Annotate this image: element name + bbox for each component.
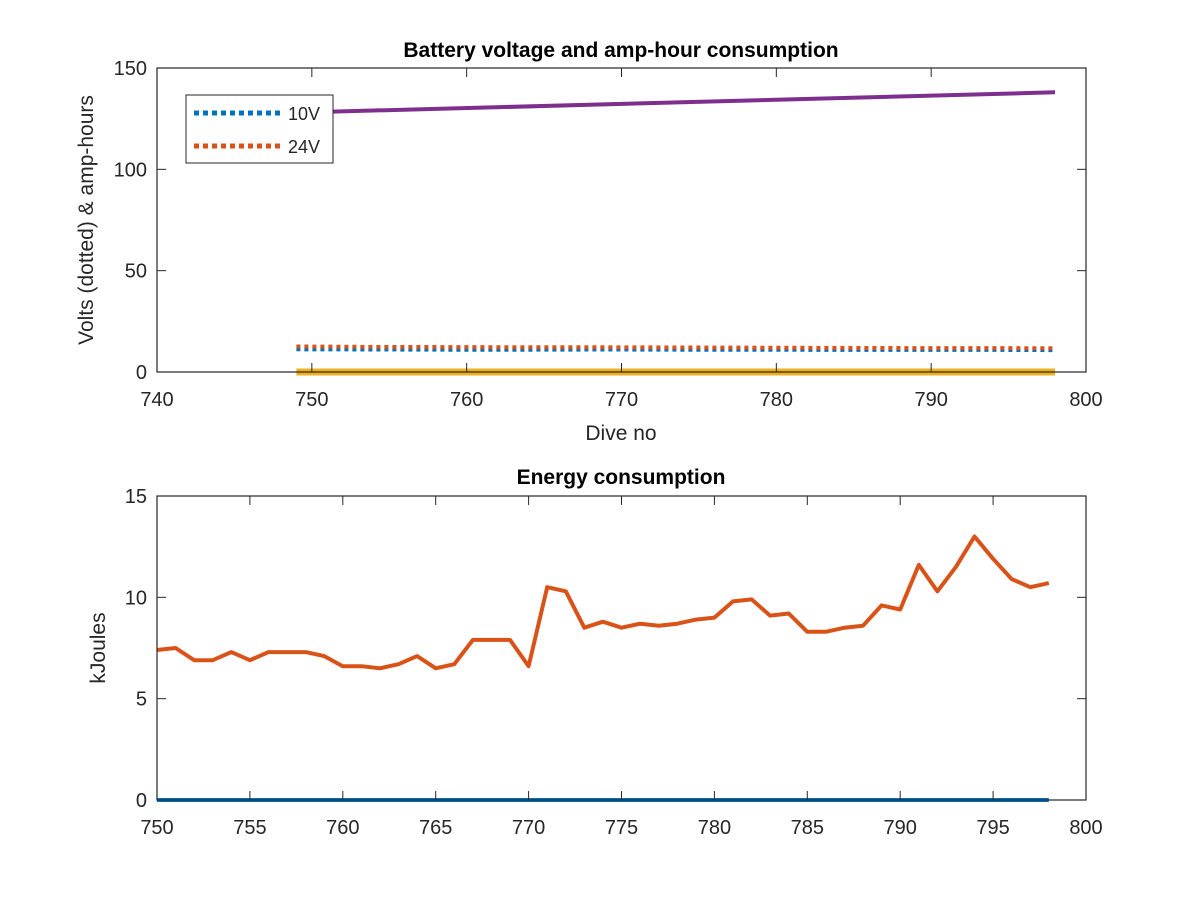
top-series-line-line-2 (296, 90, 1056, 115)
bottom-y-tick-label: 15 (125, 486, 147, 508)
bottom-plot: 750 755 760 765 770 775 780 785 790 795 800051015 … (87, 466, 1103, 839)
top-series-line-10v-0 (296, 347, 1056, 353)
top-series-line-24v-1 (296, 344, 1056, 351)
top-x-tick-label: 800 (1069, 389, 1102, 411)
bottom-ticks-group: 750 755 760 765 770 775 780 785 790 795 800 0 5 10 15 (125, 486, 1103, 839)
bottom-chart-title: Energy consumption (517, 466, 726, 489)
legend-label-10v: 10V (288, 104, 320, 124)
legend-label-24v: 24V (288, 137, 320, 157)
bottom-y-tick-label: 0 (136, 790, 147, 812)
top-x-tick-label: 790 (914, 389, 947, 411)
top-x-tick-label: 740 (140, 389, 173, 411)
top-y-tick-label: 0 (136, 362, 147, 384)
bottom-x-tick-label: 800 (1069, 817, 1102, 839)
bottom-x-tick-label: 785 (791, 817, 824, 839)
bottom-x-tick-label: 765 (419, 817, 452, 839)
top-legend: 10V 24V (185, 94, 334, 164)
top-plot: 740 750 760 770 780 790 800 0 50 100 150 Battery v… (75, 39, 1103, 445)
legend-box (185, 94, 334, 164)
bottom-x-tick-label: 755 (233, 817, 266, 839)
top-x-tick-label: 750 (295, 389, 328, 411)
bottom-x-tick-label: 770 (512, 817, 545, 839)
bottom-y-axis-label: kJoules (87, 612, 110, 683)
top-x-tick-label: 760 (450, 389, 483, 411)
top-x-tick-label: 780 (760, 389, 793, 411)
top-y-tick-label: 100 (114, 159, 147, 181)
bottom-series-line-line-1 (156, 534, 1050, 671)
bottom-x-tick-label: 775 (605, 817, 638, 839)
top-chart-title: Battery voltage and amp-hour consumption (403, 39, 838, 62)
top-x-tick-label: 770 (605, 389, 638, 411)
bottom-x-tick-label: 795 (976, 817, 1009, 839)
bottom-plot-area (157, 496, 1086, 800)
top-y-axis-label: Volts (dotted) & amp-hours (75, 95, 98, 345)
bottom-y-tick-label: 5 (136, 689, 147, 711)
top-ticks-group: 740 750 760 770 780 790 800 0 50 100 150 (114, 58, 1103, 411)
bottom-x-tick-label: 760 (326, 817, 359, 839)
top-y-tick-label: 150 (114, 58, 147, 80)
bottom-x-tick-label: 750 (140, 817, 173, 839)
top-x-axis-label: Dive no (585, 422, 656, 445)
top-y-tick-label: 50 (125, 261, 147, 283)
bottom-x-tick-label: 780 (698, 817, 731, 839)
bottom-x-tick-label: 790 (884, 817, 917, 839)
bottom-y-tick-label: 10 (125, 587, 147, 609)
